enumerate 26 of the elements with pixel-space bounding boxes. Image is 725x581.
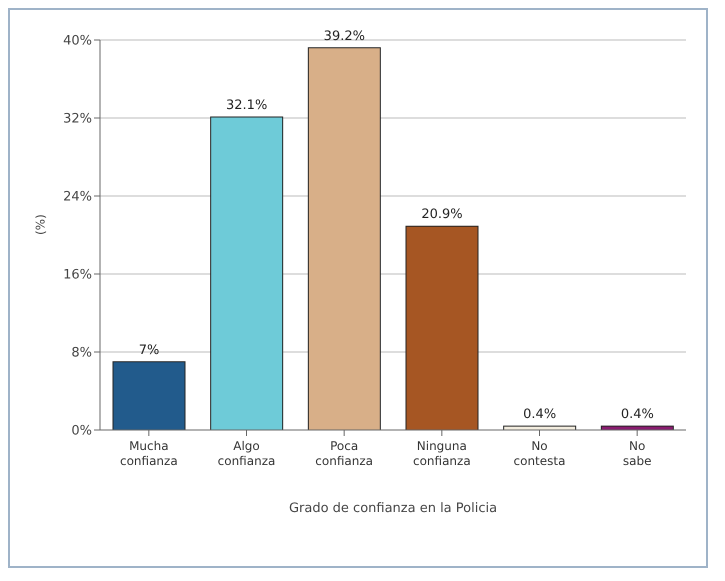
- bar: [210, 116, 284, 430]
- bar: [600, 426, 674, 430]
- bar: [308, 47, 381, 430]
- x-tick-label: Ninguna confianza: [412, 439, 471, 468]
- x-axis-title: Grado de confianza en la Policia: [288, 501, 498, 516]
- y-tick-label: 24%: [63, 190, 92, 205]
- data-label: 20.9%: [421, 207, 463, 222]
- data-label: 0.4%: [620, 407, 654, 422]
- y-tick-label: 16%: [63, 268, 92, 283]
- x-tick-label: Algo confianza: [218, 439, 276, 468]
- x-tick-label: Mucha confianza: [120, 439, 178, 468]
- x-tick-label: Poca confianza: [315, 439, 374, 468]
- y-axis-title: (%): [33, 214, 48, 235]
- data-label: 0.4%: [523, 407, 556, 422]
- y-tick-label: 32%: [63, 112, 92, 127]
- data-label: 7%: [138, 342, 160, 358]
- y-tick-label: 0%: [71, 424, 92, 439]
- x-tick-label: No sabe: [622, 439, 652, 468]
- y-tick-label: 8%: [71, 346, 92, 361]
- data-label: 32.1%: [226, 98, 268, 114]
- bar: [112, 361, 186, 430]
- data-label: 39.2%: [324, 28, 365, 44]
- bar: [503, 426, 576, 430]
- bar: [406, 226, 478, 430]
- y-tick-label: 40%: [63, 34, 92, 49]
- x-tick-label: No contesta: [514, 439, 566, 468]
